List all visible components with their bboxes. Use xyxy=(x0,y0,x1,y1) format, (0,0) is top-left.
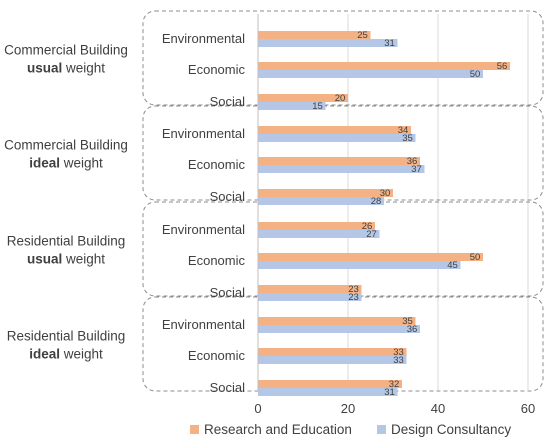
group-box xyxy=(142,10,544,106)
group-box xyxy=(142,201,544,297)
bar-design-consultancy xyxy=(258,134,416,142)
bar-research-education xyxy=(258,31,371,39)
bar-research-education xyxy=(258,94,348,102)
group-label-line1: Commercial Building xyxy=(4,138,128,153)
data-label: 45 xyxy=(447,260,458,271)
x-tick-label: 40 xyxy=(431,401,445,416)
group-label-bold: ideal xyxy=(29,347,60,362)
category-label: Social xyxy=(210,189,246,204)
category-label: Social xyxy=(210,285,246,300)
group-label-rest: weight xyxy=(60,156,103,171)
group-label-line1: Residential Building xyxy=(7,329,126,344)
legend-swatch-design-consultancy xyxy=(377,425,386,434)
group-label: Commercial Building ideal weight xyxy=(4,138,128,171)
bar-design-consultancy xyxy=(258,293,362,301)
data-label: 50 xyxy=(470,252,481,263)
bar-research-education xyxy=(258,126,411,134)
group-label-rest: weight xyxy=(62,61,105,76)
group-label-bold: usual xyxy=(27,61,62,76)
bar-research-education xyxy=(258,348,407,356)
bar-research-education xyxy=(258,380,402,388)
data-label: 35 xyxy=(402,133,413,144)
bar-design-consultancy xyxy=(258,388,398,396)
bar-research-education xyxy=(258,253,483,261)
category-label: Social xyxy=(210,94,246,109)
data-label: 30 xyxy=(380,188,391,199)
legend-label-design-consultancy: Design Consultancy xyxy=(391,422,511,437)
data-label: 28 xyxy=(371,196,382,207)
group-label-rest: weight xyxy=(62,252,105,267)
data-label: 35 xyxy=(402,316,413,327)
category-label: Economic xyxy=(188,62,246,77)
bar-research-education xyxy=(258,285,362,293)
category-label: Economic xyxy=(188,253,246,268)
group-label-line1: Commercial Building xyxy=(4,43,128,58)
bar-research-education xyxy=(258,317,416,325)
bar-design-consultancy xyxy=(258,197,384,205)
data-label: 25 xyxy=(357,30,368,41)
x-tick-label: 60 xyxy=(521,401,535,416)
group-box xyxy=(142,296,544,392)
bar-design-consultancy xyxy=(258,261,461,269)
group-label-rest: weight xyxy=(60,347,103,362)
data-label: 20 xyxy=(335,93,346,104)
data-label: 32 xyxy=(389,379,400,390)
group-box xyxy=(142,105,544,201)
data-label: 37 xyxy=(411,164,422,175)
data-label: 23 xyxy=(348,284,359,295)
bar-design-consultancy xyxy=(258,70,483,78)
bar-design-consultancy xyxy=(258,325,420,333)
bar-design-consultancy xyxy=(258,39,398,47)
x-tick-label: 20 xyxy=(341,401,355,416)
data-label: 26 xyxy=(362,221,373,232)
category-label: Environmental xyxy=(162,222,245,237)
group-label: Commercial Building usual weight xyxy=(4,43,128,76)
data-label: 34 xyxy=(398,125,409,136)
data-label: 36 xyxy=(407,324,418,335)
x-tick-label: 0 xyxy=(254,401,261,416)
bar-research-education xyxy=(258,62,510,70)
data-label: 31 xyxy=(384,38,395,49)
bar-design-consultancy xyxy=(258,165,425,173)
bar-research-education xyxy=(258,189,393,197)
data-label: 23 xyxy=(348,292,359,303)
group-label-line1: Residential Building xyxy=(7,234,126,249)
category-label: Environmental xyxy=(162,126,245,141)
group-label: Residential Building ideal weight xyxy=(7,329,126,362)
group-label-bold: ideal xyxy=(29,156,60,171)
data-label: 15 xyxy=(312,101,323,112)
category-label: Environmental xyxy=(162,31,245,46)
data-label: 27 xyxy=(366,229,377,240)
legend-label-research-education: Research and Education xyxy=(204,422,352,437)
data-label: 31 xyxy=(384,387,395,398)
bar-design-consultancy xyxy=(258,356,407,364)
bar-research-education xyxy=(258,222,375,230)
group-label-bold: usual xyxy=(27,252,62,267)
category-label: Environmental xyxy=(162,317,245,332)
category-label: Social xyxy=(210,380,246,395)
bar-design-consultancy xyxy=(258,102,326,110)
legend-swatch-research-education xyxy=(190,425,199,434)
data-label: 36 xyxy=(407,156,418,167)
category-label: Economic xyxy=(188,348,246,363)
data-label: 50 xyxy=(470,69,481,80)
bar-research-education xyxy=(258,157,420,165)
data-label: 56 xyxy=(497,61,508,72)
group-label: Residential Building usual weight xyxy=(7,234,126,267)
data-label: 33 xyxy=(393,347,404,358)
legend: Research and Education Design Consultancy xyxy=(190,422,511,437)
bar-design-consultancy xyxy=(258,230,380,238)
category-label: Economic xyxy=(188,157,246,172)
data-label: 33 xyxy=(393,355,404,366)
